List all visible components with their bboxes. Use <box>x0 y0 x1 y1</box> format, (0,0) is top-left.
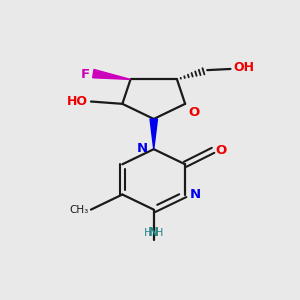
Text: N: N <box>148 226 159 239</box>
Text: F: F <box>81 68 90 81</box>
Text: HO: HO <box>67 95 88 108</box>
Text: N: N <box>189 188 200 201</box>
Text: H: H <box>144 227 152 238</box>
Polygon shape <box>150 119 158 149</box>
Text: O: O <box>216 144 227 157</box>
Polygon shape <box>93 70 130 80</box>
Text: OH: OH <box>233 61 254 74</box>
Text: O: O <box>188 106 200 119</box>
Text: CH₃: CH₃ <box>69 205 88 214</box>
Text: N: N <box>137 142 148 154</box>
Text: H: H <box>155 227 164 238</box>
